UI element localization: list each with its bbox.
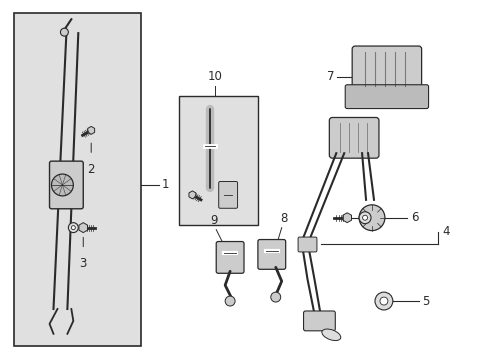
- Circle shape: [375, 292, 393, 310]
- Polygon shape: [79, 223, 88, 233]
- Bar: [14, 13, 141, 346]
- Text: 5: 5: [421, 294, 429, 307]
- Circle shape: [359, 212, 371, 224]
- Text: 9: 9: [211, 213, 218, 227]
- Text: 6: 6: [411, 211, 418, 224]
- FancyBboxPatch shape: [303, 311, 335, 331]
- Circle shape: [225, 296, 235, 306]
- Circle shape: [271, 292, 281, 302]
- Circle shape: [51, 174, 74, 196]
- Text: 4: 4: [442, 225, 450, 238]
- Text: 2: 2: [87, 163, 95, 176]
- Text: 7: 7: [327, 70, 334, 83]
- Text: 1: 1: [162, 179, 169, 192]
- Polygon shape: [343, 213, 351, 223]
- Text: 8: 8: [280, 212, 288, 225]
- Ellipse shape: [322, 329, 341, 341]
- FancyBboxPatch shape: [352, 46, 421, 92]
- Circle shape: [359, 205, 385, 231]
- Polygon shape: [189, 191, 196, 199]
- Circle shape: [380, 297, 388, 305]
- Circle shape: [69, 223, 78, 233]
- Bar: [178, 96, 258, 225]
- FancyBboxPatch shape: [258, 239, 286, 269]
- FancyBboxPatch shape: [345, 85, 429, 109]
- Circle shape: [60, 28, 69, 36]
- Polygon shape: [88, 126, 95, 134]
- Circle shape: [72, 226, 75, 230]
- Text: 3: 3: [79, 257, 87, 270]
- FancyBboxPatch shape: [216, 242, 244, 273]
- FancyBboxPatch shape: [49, 161, 83, 209]
- Circle shape: [363, 215, 368, 220]
- FancyBboxPatch shape: [219, 181, 238, 208]
- FancyBboxPatch shape: [329, 117, 379, 158]
- Text: 10: 10: [208, 70, 222, 83]
- FancyBboxPatch shape: [298, 237, 317, 252]
